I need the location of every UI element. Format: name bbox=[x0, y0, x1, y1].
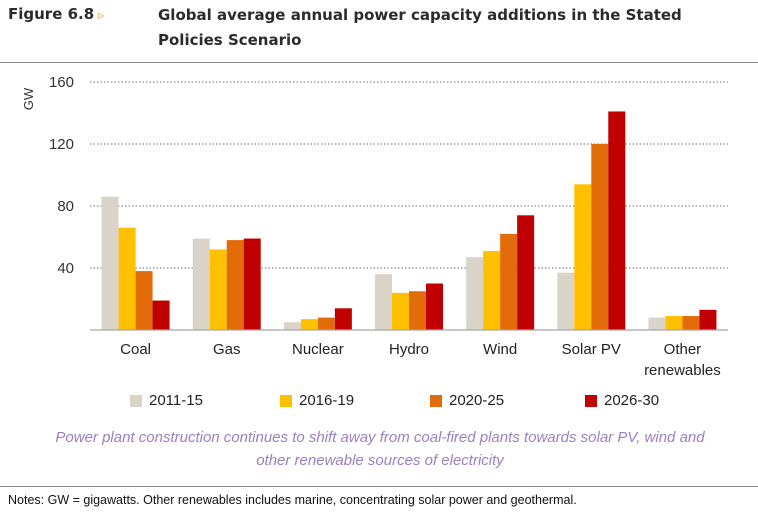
bar-2011-15-solar-pv bbox=[557, 272, 575, 330]
bar-2020-25-coal bbox=[135, 271, 153, 330]
bar-2020-25-gas bbox=[226, 240, 244, 330]
bar-2011-15-nuclear bbox=[283, 322, 301, 330]
bar-2016-19-gas bbox=[209, 249, 227, 330]
bar-2011-15-gas bbox=[192, 238, 210, 330]
bar-2020-25-wind bbox=[500, 233, 518, 330]
x-tick-label: Solar PV bbox=[562, 341, 621, 358]
bar-2026-30-coal bbox=[152, 300, 170, 330]
x-tick-label: Gas bbox=[213, 341, 241, 358]
bottom-divider bbox=[0, 486, 758, 487]
y-axis-label: GW bbox=[21, 87, 36, 110]
bar-2020-25-nuclear bbox=[317, 317, 335, 330]
bar-chart: 40 80 120 160 GW Coal Gas Nuclear Hydro Wind Solar… bbox=[21, 74, 728, 379]
legend-item: 2026-30 bbox=[585, 392, 659, 409]
y-tick-label: 160 bbox=[49, 74, 74, 91]
legend-item: 2016-19 bbox=[280, 392, 354, 409]
bar-2026-30-wind bbox=[517, 215, 535, 330]
bar-2026-30-gas bbox=[243, 238, 261, 330]
bar-2011-15-wind bbox=[466, 257, 484, 330]
bar-2026-30-solar-pv bbox=[608, 111, 626, 330]
figure-title: Global average annual power capacity add… bbox=[158, 6, 682, 49]
bar-2011-15-hydro bbox=[375, 274, 392, 330]
legend-label: 2026-30 bbox=[604, 392, 660, 409]
bar-2016-19-other-renewables bbox=[665, 316, 683, 330]
x-tick-label: Hydro bbox=[389, 341, 429, 358]
bar-2026-30-nuclear bbox=[334, 308, 352, 330]
y-tick-label: 80 bbox=[57, 198, 74, 215]
bars bbox=[101, 111, 717, 330]
bar-2011-15-coal bbox=[101, 196, 119, 330]
legend-item: 2011-15 bbox=[130, 392, 203, 409]
bar-2011-15-other-renewables bbox=[648, 317, 666, 330]
x-tick-label: Other bbox=[664, 341, 702, 358]
legend-label: 2016-19 bbox=[299, 392, 355, 409]
figure-number: Figure 6.8 bbox=[8, 5, 95, 23]
grid-lines bbox=[90, 81, 728, 269]
legend-label: 2020-25 bbox=[449, 392, 505, 409]
y-tick-label: 120 bbox=[49, 136, 74, 153]
bar-2020-25-solar-pv bbox=[591, 144, 609, 330]
x-tick-label: Nuclear bbox=[292, 341, 344, 358]
legend-item: 2020-25 bbox=[430, 392, 504, 409]
legend-swatch bbox=[130, 394, 142, 407]
legend-swatch bbox=[280, 394, 292, 407]
axes: 40 80 120 160 GW Coal Gas Nuclear Hydro Wind Solar… bbox=[21, 74, 728, 379]
legend-swatch bbox=[430, 394, 442, 407]
bar-2026-30-hydro bbox=[426, 283, 443, 330]
figure-label: Figure 6.8 ▹ bbox=[8, 5, 104, 23]
legend-label: 2011-15 bbox=[149, 392, 203, 409]
bar-2016-19-wind bbox=[483, 250, 501, 330]
figure-notes: Notes: GW = gigawatts. Other renewables … bbox=[8, 493, 577, 507]
bar-2016-19-nuclear bbox=[300, 319, 318, 330]
x-tick-label: Coal bbox=[120, 341, 151, 358]
top-divider bbox=[0, 62, 758, 63]
bar-2016-19-coal bbox=[118, 227, 136, 330]
chart-legend: 2011-15 2016-19 2020-25 2026-30 bbox=[130, 392, 690, 412]
legend-swatch bbox=[585, 394, 597, 407]
y-tick-label: 40 bbox=[57, 260, 74, 277]
triangle-arrow-icon: ▹ bbox=[98, 8, 105, 22]
bar-2016-19-hydro bbox=[392, 292, 409, 330]
bar-2020-25-other-renewables bbox=[682, 316, 700, 330]
bar-2016-19-solar-pv bbox=[574, 184, 592, 330]
x-tick-label: Wind bbox=[483, 341, 517, 358]
bar-2020-25-hydro bbox=[409, 291, 426, 330]
bar-2026-30-other-renewables bbox=[699, 309, 717, 330]
figure-caption: Power plant construction continues to sh… bbox=[55, 429, 705, 469]
x-tick-label: renewables bbox=[644, 362, 721, 379]
